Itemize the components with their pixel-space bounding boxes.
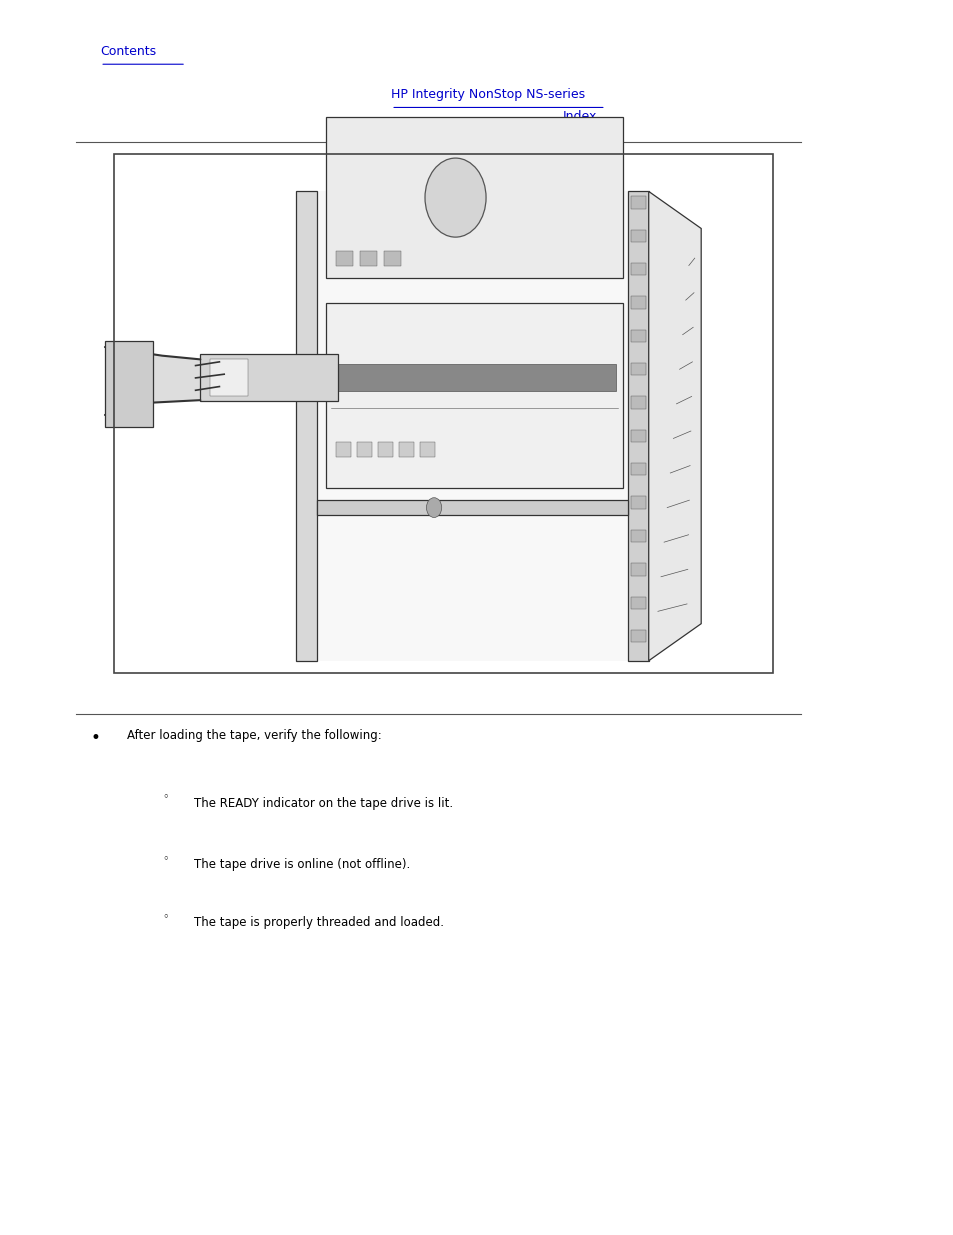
Bar [630,430,645,442]
Bar [105,341,152,427]
Polygon shape [648,191,700,661]
Polygon shape [105,347,200,415]
Circle shape [424,158,486,237]
Bar [334,364,616,391]
Bar [630,496,645,509]
Bar [326,303,622,488]
Bar [326,117,622,278]
Bar [316,500,627,515]
Text: Contents: Contents [100,44,156,58]
Text: The tape is properly threaded and loaded.: The tape is properly threaded and loaded… [193,916,443,930]
Text: Index: Index [562,110,597,124]
Bar [359,251,376,266]
Bar [398,442,414,457]
Bar [630,563,645,576]
Bar [630,296,645,309]
FancyBboxPatch shape [200,354,337,401]
Bar [295,191,316,661]
Text: HP Integrity NonStop NS-series: HP Integrity NonStop NS-series [391,88,584,101]
Text: After loading the tape, verify the following:: After loading the tape, verify the follo… [127,729,381,742]
Text: ◦: ◦ [162,913,169,923]
Bar [630,630,645,642]
Bar [630,230,645,242]
Text: ◦: ◦ [162,793,169,803]
Bar [630,463,645,475]
Bar [114,154,772,673]
Text: ◦: ◦ [162,855,169,864]
Bar [295,191,648,661]
Bar [377,442,393,457]
Circle shape [426,498,441,517]
Text: •: • [91,729,100,747]
Bar [630,363,645,375]
Bar [419,442,435,457]
Bar [630,196,645,209]
Text: The tape drive is online (not offline).: The tape drive is online (not offline). [193,858,410,872]
Bar [630,396,645,409]
Bar [335,251,353,266]
Bar [383,251,400,266]
Bar [335,442,351,457]
Bar [210,359,248,396]
Bar [356,442,372,457]
Bar [630,597,645,609]
Bar [627,191,648,661]
Bar [630,330,645,342]
Bar [630,530,645,542]
Text: The READY indicator on the tape drive is lit.: The READY indicator on the tape drive is… [193,797,453,810]
Bar [630,263,645,275]
